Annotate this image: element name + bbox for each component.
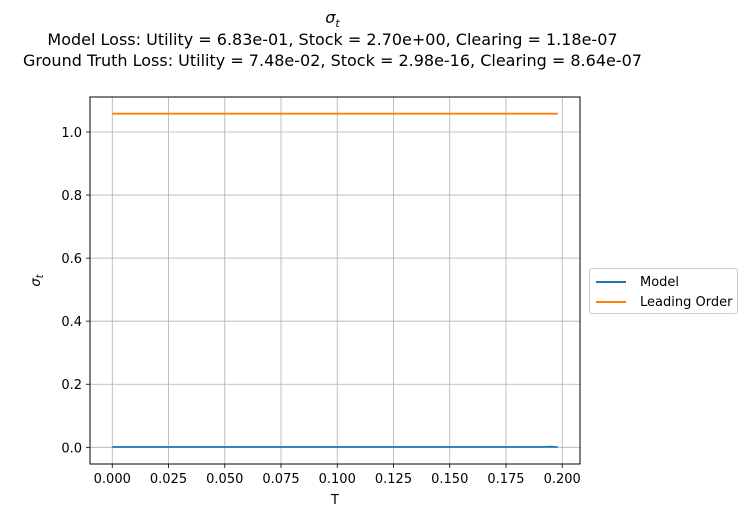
- legend-item-leading-order: Leading Order: [596, 292, 732, 312]
- x-tick-label: 0.025: [150, 472, 187, 487]
- legend-label-leading-order: Leading Order: [640, 294, 733, 310]
- y-tick-label: 0.6: [61, 252, 82, 267]
- axes-frame: [89, 96, 581, 465]
- grid-lines: [90, 97, 580, 464]
- legend-swatch-model: [596, 281, 626, 283]
- legend-swatch-leading-order: [596, 301, 626, 303]
- x-axis-label: T: [330, 493, 339, 508]
- series-lines: [112, 112, 558, 448]
- x-tick-label: 0.000: [94, 472, 131, 487]
- y-tick-label: 0.8: [61, 189, 82, 204]
- model-loss-line: Model Loss: Utility = 6.83e-01, Stock = …: [47, 30, 618, 49]
- legend: Model Leading Order: [589, 268, 738, 314]
- x-tick-label: 0.125: [375, 472, 412, 487]
- tick-marks: [86, 131, 563, 468]
- ground-truth-loss-line: Ground Truth Loss: Utility = 7.48e-02, S…: [23, 51, 642, 70]
- x-tick-label: 0.150: [431, 472, 468, 487]
- y-tick-label: 0.0: [61, 441, 82, 456]
- x-tick-label: 0.050: [206, 472, 243, 487]
- y-tick-label: 1.0: [61, 126, 82, 141]
- x-tick-label: 0.200: [544, 472, 581, 487]
- y-tick-label: 0.4: [61, 315, 82, 330]
- chart-title: σt: [325, 8, 340, 31]
- legend-label-model: Model: [640, 274, 680, 290]
- y-axis-label: σt: [29, 273, 46, 286]
- x-tick-label: 0.100: [319, 472, 356, 487]
- x-tick-label: 0.175: [487, 472, 524, 487]
- legend-item-model: Model: [596, 272, 679, 292]
- y-tick-label: 0.2: [61, 378, 82, 393]
- x-tick-label: 0.075: [262, 472, 299, 487]
